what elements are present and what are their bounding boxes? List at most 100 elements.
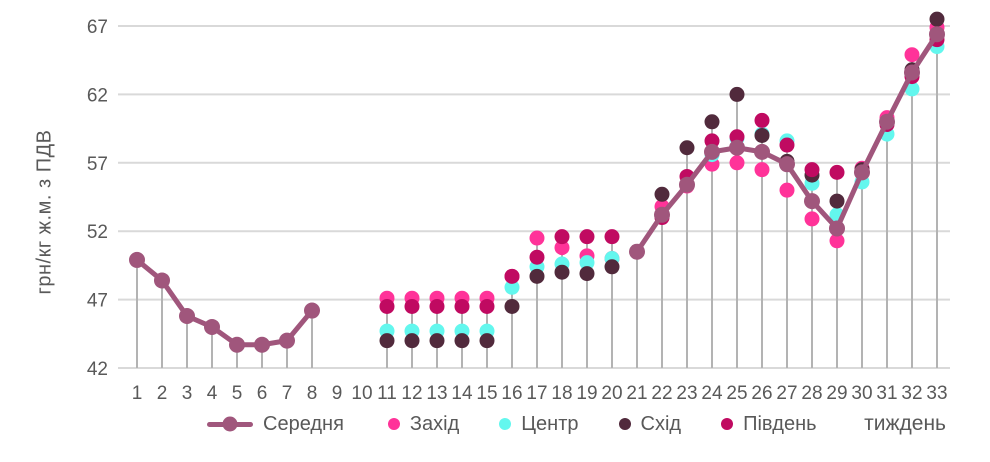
y-tick-label: 42 bbox=[87, 359, 108, 380]
data-point bbox=[554, 240, 570, 256]
y-tick-label: 52 bbox=[87, 222, 108, 243]
x-tick-label: 26 bbox=[751, 383, 772, 404]
skhid-dot-icon bbox=[618, 418, 631, 430]
data-point bbox=[829, 233, 845, 249]
average-point bbox=[129, 251, 145, 268]
average-point bbox=[829, 220, 845, 237]
x-tick-label: 32 bbox=[901, 383, 922, 404]
legend-item-tsentr: Центр bbox=[499, 412, 579, 436]
data-point bbox=[704, 133, 720, 149]
data-point bbox=[504, 298, 520, 314]
x-tick-label: 16 bbox=[501, 383, 522, 404]
average-point bbox=[304, 302, 320, 319]
data-point bbox=[679, 140, 695, 156]
average-line-marker-icon bbox=[207, 416, 253, 432]
data-point bbox=[804, 162, 820, 178]
data-point bbox=[454, 333, 470, 349]
data-point bbox=[929, 11, 945, 27]
x-tick-label: 8 bbox=[307, 383, 318, 404]
legend-label-skhid: Схід bbox=[640, 412, 682, 435]
average-point bbox=[754, 143, 770, 160]
data-point bbox=[529, 268, 545, 284]
zakhid-dot-icon bbox=[387, 418, 400, 430]
x-tick-label: 19 bbox=[576, 383, 597, 404]
data-point bbox=[829, 164, 845, 180]
legend-label-tsentr: Центр bbox=[521, 412, 579, 435]
legend-item-serednya: Середня bbox=[207, 413, 344, 436]
x-tick-label: 6 bbox=[257, 383, 268, 404]
y-tick-label: 67 bbox=[87, 17, 108, 38]
legend-label-serednya: Середня bbox=[263, 412, 344, 435]
data-point bbox=[579, 229, 595, 245]
data-point bbox=[529, 249, 545, 265]
average-point bbox=[879, 113, 895, 130]
data-point bbox=[754, 112, 770, 128]
average-dot-icon bbox=[222, 416, 238, 432]
data-point bbox=[504, 268, 520, 284]
x-tick-label: 27 bbox=[776, 383, 797, 404]
data-point bbox=[579, 255, 595, 271]
x-tick-label: 12 bbox=[401, 383, 422, 404]
average-point bbox=[904, 64, 920, 81]
y-tick-label: 47 bbox=[87, 291, 108, 312]
data-point bbox=[429, 298, 445, 314]
data-point bbox=[604, 229, 620, 245]
data-point bbox=[779, 137, 795, 153]
x-tick-label: 30 bbox=[851, 383, 872, 404]
average-point bbox=[229, 336, 245, 353]
average-point bbox=[704, 143, 720, 160]
data-point bbox=[379, 298, 395, 314]
data-point bbox=[829, 193, 845, 209]
legend-label-zakhid: Захід bbox=[409, 412, 460, 435]
y-tick-label: 57 bbox=[87, 154, 108, 175]
x-tick-label: 29 bbox=[826, 383, 847, 404]
data-point bbox=[404, 333, 420, 349]
x-tick-label: 7 bbox=[282, 383, 293, 404]
data-point bbox=[804, 211, 820, 227]
x-tick-label: 20 bbox=[601, 383, 622, 404]
legend-item-pivden: Південь bbox=[721, 412, 817, 436]
data-point bbox=[529, 230, 545, 246]
pivden-dot-icon bbox=[721, 418, 734, 430]
data-point bbox=[729, 86, 745, 102]
x-tick-label: 28 bbox=[801, 383, 822, 404]
legend-item-zakhid: Захід bbox=[387, 412, 460, 436]
data-point bbox=[704, 114, 720, 130]
data-point bbox=[779, 182, 795, 198]
x-tick-label: 1 bbox=[132, 383, 143, 404]
data-point bbox=[604, 259, 620, 275]
data-point bbox=[904, 47, 920, 63]
x-tick-label: 24 bbox=[701, 383, 723, 404]
data-point bbox=[579, 266, 595, 282]
y-tick-label: 62 bbox=[87, 85, 108, 106]
x-tick-label: 10 bbox=[351, 383, 372, 404]
x-tick-label: 17 bbox=[526, 383, 547, 404]
x-axis-title: тиждень bbox=[864, 412, 946, 435]
tsentr-dot-icon bbox=[499, 418, 512, 430]
data-point bbox=[754, 127, 770, 143]
average-point bbox=[279, 332, 295, 349]
data-point bbox=[729, 155, 745, 171]
average-point bbox=[929, 26, 945, 43]
average-point bbox=[654, 206, 670, 223]
x-tick-label: 5 bbox=[232, 383, 243, 404]
data-point bbox=[729, 129, 745, 145]
x-tick-label: 15 bbox=[476, 383, 497, 404]
average-point bbox=[179, 308, 195, 325]
data-point bbox=[654, 186, 670, 202]
average-point bbox=[254, 336, 270, 353]
x-tick-label: 3 bbox=[182, 383, 193, 404]
x-tick-label: 25 bbox=[726, 383, 747, 404]
x-tick-label: 13 bbox=[426, 383, 447, 404]
x-tick-label: 2 bbox=[157, 383, 168, 404]
legend-label-pivden: Південь bbox=[743, 412, 817, 435]
chart-legend: Середня Захід Центр Схід Південь тиждень bbox=[0, 402, 990, 446]
x-tick-label: 4 bbox=[207, 383, 218, 404]
average-point bbox=[854, 164, 870, 181]
data-point bbox=[454, 298, 470, 314]
x-tick-label: 9 bbox=[332, 383, 343, 404]
data-point bbox=[429, 333, 445, 349]
average-point bbox=[629, 243, 645, 260]
average-point bbox=[779, 156, 795, 173]
